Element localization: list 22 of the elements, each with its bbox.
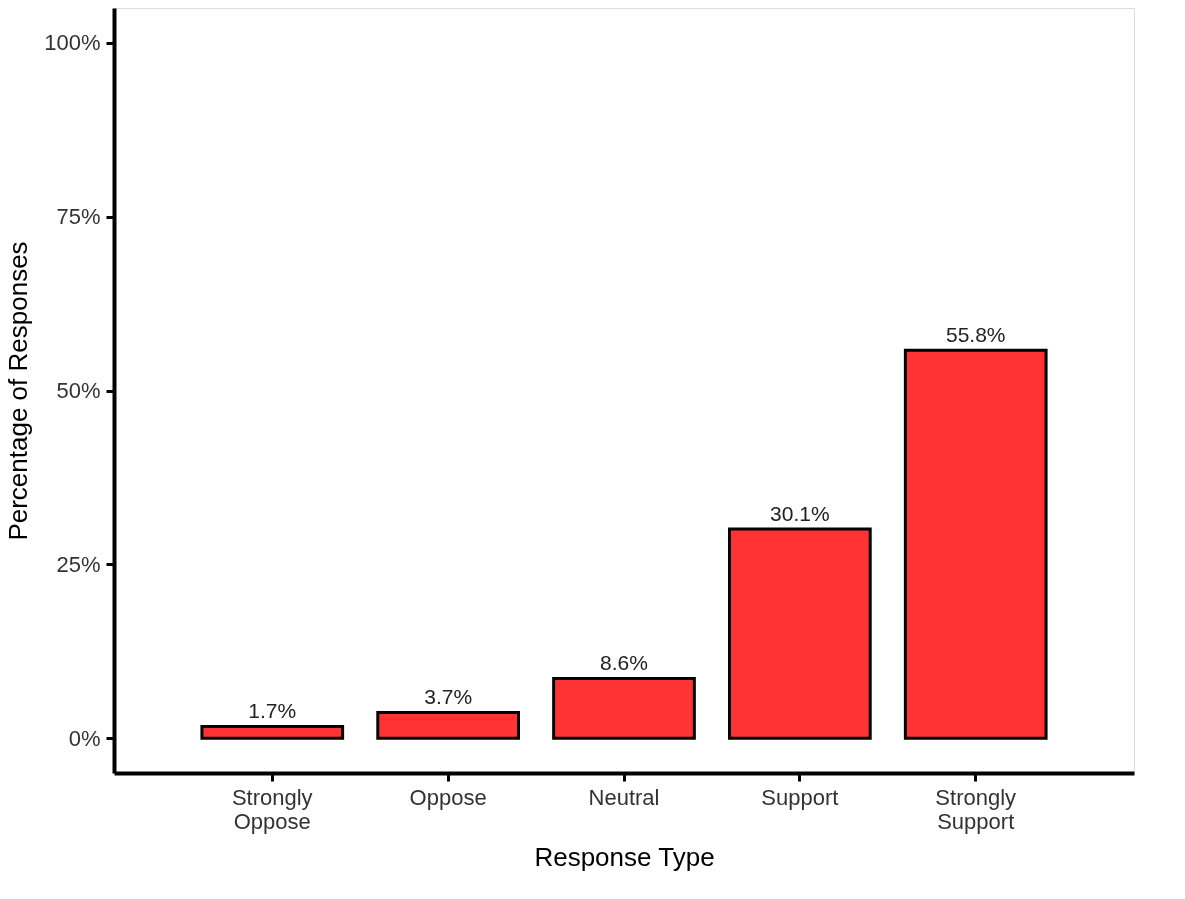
data-label: 55.8% [945, 323, 1006, 347]
bar [200, 724, 345, 740]
x-tick-label: Support [761, 784, 839, 810]
x-tick-label: Strongly Support [935, 784, 1017, 834]
y-tick-label: 25% [56, 551, 101, 577]
data-label: 30.1% [770, 501, 830, 525]
bar [903, 348, 1048, 740]
x-axis-title: Response Type [534, 841, 715, 872]
data-label: 8.6% [600, 651, 648, 675]
y-tick-label: 0% [68, 725, 101, 751]
y-tick-label: 75% [56, 204, 101, 230]
y-axis-title: Percentage of Responses [3, 241, 34, 541]
y-tick-label: 50% [56, 378, 101, 403]
y-tick-label: 100% [44, 30, 101, 56]
bar [376, 711, 520, 740]
data-label: 1.7% [248, 699, 297, 723]
data-label: 3.7% [424, 685, 473, 709]
bar [552, 676, 696, 740]
x-tick-label: Neutral [588, 784, 660, 810]
bar [728, 527, 872, 740]
x-tick-label: Strongly Oppose [231, 784, 313, 834]
x-tick-label: Oppose [409, 784, 487, 810]
